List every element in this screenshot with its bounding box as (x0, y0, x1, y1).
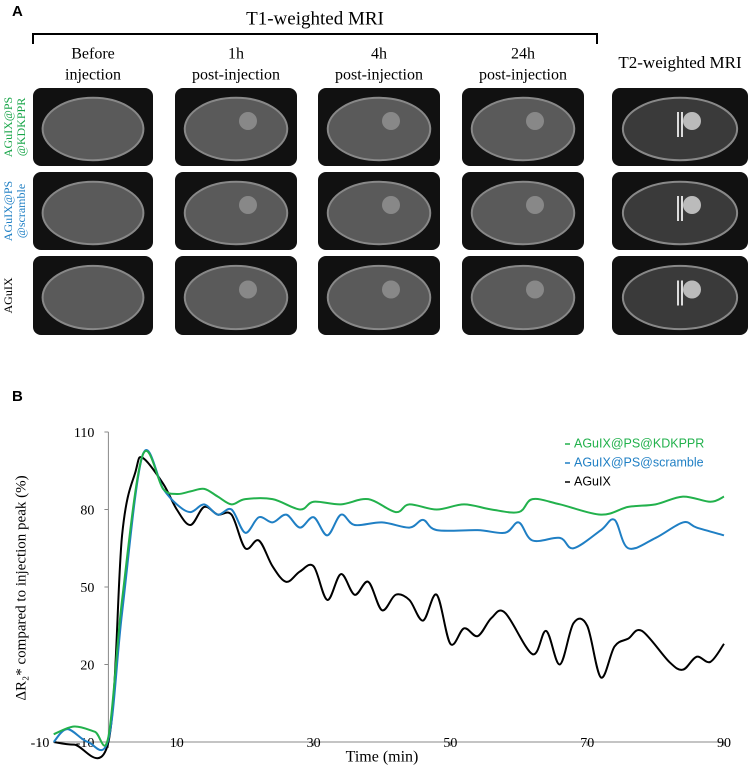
x-tick-label: 30 (307, 736, 321, 751)
brain (41, 96, 145, 162)
mri-image (175, 172, 297, 250)
mri-image (33, 172, 153, 250)
brain (326, 180, 432, 246)
lesion (239, 112, 257, 130)
lesion (239, 196, 257, 214)
x-tick-label: 10 (170, 736, 184, 751)
line-series (53, 450, 725, 747)
line-series (52, 449, 725, 752)
legend-label: AGuIX (574, 474, 611, 488)
y-tick-label: 80 (80, 504, 94, 519)
lesion (526, 196, 544, 214)
legend-label: AGuIX@PS@KDKPPR (574, 436, 704, 450)
ventricle (677, 196, 683, 221)
lesion (683, 280, 701, 299)
mri-image (175, 88, 297, 166)
t2-title: T2-weighted MRI (618, 53, 742, 72)
line-series (53, 456, 725, 759)
row-label: AGuIX@PS (1, 97, 15, 157)
column-header: 1h (228, 46, 244, 63)
brain (621, 264, 739, 331)
column-header: 4h (371, 46, 387, 63)
y-axis-label: ΔR₂* compared to injection peak (%) (13, 475, 29, 700)
legend-label: AGuIX@PS@scramble (574, 455, 704, 469)
mri-image (318, 88, 440, 166)
brain (41, 180, 145, 246)
x-tick-label: 90 (717, 736, 731, 751)
x-tick-label: 70 (580, 736, 594, 751)
brain (621, 180, 739, 246)
ventricle (677, 280, 683, 306)
brain (183, 96, 289, 162)
row-label: @KDKPPR (14, 98, 28, 156)
ventricle (677, 112, 683, 137)
brain (621, 96, 739, 162)
mri-image (318, 172, 440, 250)
panel-label: B (12, 388, 23, 405)
brain (470, 96, 576, 162)
column-header: injection (65, 67, 121, 84)
mri-image (33, 88, 153, 166)
column-header: post-injection (335, 67, 423, 84)
row-label: AGuIX (1, 277, 15, 313)
brain (183, 180, 289, 246)
mri-image (175, 256, 297, 335)
x-tick-label: 50 (443, 736, 457, 751)
mri-image (612, 256, 748, 335)
brain (326, 264, 432, 331)
mri-image (612, 88, 748, 166)
y-tick-label: 110 (74, 426, 94, 441)
row-label: @scramble (14, 184, 28, 238)
panel-label: A (12, 3, 23, 20)
lesion (382, 280, 400, 299)
column-header: post-injection (192, 67, 280, 84)
mri-image (318, 256, 440, 335)
row-label: AGuIX@PS (1, 181, 15, 241)
lesion (683, 196, 701, 214)
column-header: Before (71, 46, 115, 63)
mri-image (612, 172, 748, 250)
brain (41, 264, 145, 331)
mri-image (33, 256, 153, 335)
bracket (32, 33, 598, 44)
y-tick-label: 20 (80, 659, 94, 674)
lesion (526, 112, 544, 130)
column-header: post-injection (479, 67, 567, 84)
lesion (239, 280, 257, 299)
mri-image (462, 172, 584, 250)
x-axis-label: Time (min) (346, 749, 419, 766)
y-tick-label: 50 (80, 581, 94, 596)
mri-image (462, 88, 584, 166)
mri-image (462, 256, 584, 335)
brain (470, 264, 576, 331)
lesion (382, 112, 400, 130)
brain (326, 96, 432, 162)
brain (470, 180, 576, 246)
brain (183, 264, 289, 331)
lesion (683, 112, 701, 130)
lesion (382, 196, 400, 214)
lesion (526, 280, 544, 299)
x-tick-label: -10 (31, 736, 50, 751)
group-title: T1-weighted MRI (246, 8, 384, 29)
column-header: 24h (511, 46, 535, 63)
